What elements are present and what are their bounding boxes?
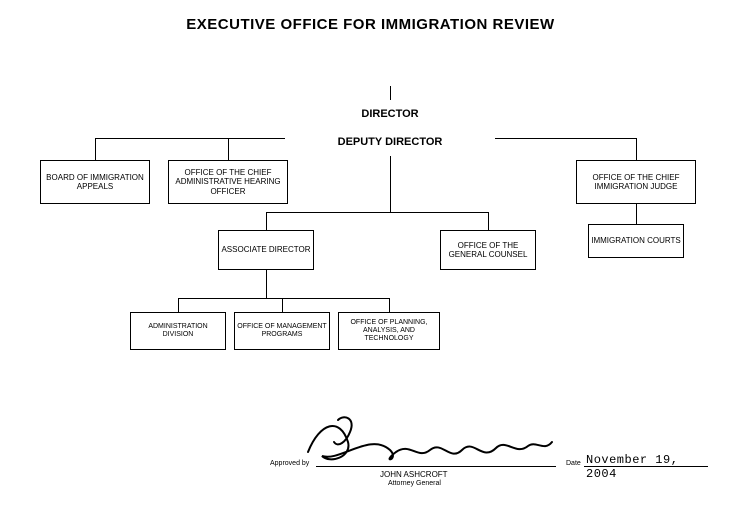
date-text: November 19, 2004 [586,453,710,481]
box-assoc-dir-label: ASSOCIATE DIRECTOR [221,245,310,254]
approved-by-label: Approved by [270,460,309,467]
date-label: Date [566,460,581,467]
connector-line [266,212,488,213]
box-opat-label: OFFICE OF PLANNING, ANALYSIS, AND TECHNO… [341,319,437,343]
connector-line [228,138,229,160]
box-admin-division: ADMINISTRATION DIVISION [130,312,226,350]
box-associate-director: ASSOCIATE DIRECTOR [218,230,314,270]
page-title: EXECUTIVE OFFICE FOR IMMIGRATION REVIEW [0,16,741,33]
box-ogc: OFFICE OF THE GENERAL COUNSEL [440,230,536,270]
box-bia-label: BOARD OF IMMIGRATION APPEALS [43,173,147,191]
connector-line [282,298,283,312]
box-ocij-label: OFFICE OF THE CHIEF IMMIGRATION JUDGE [579,173,693,191]
box-bia: BOARD OF IMMIGRATION APPEALS [40,160,150,204]
box-opat: OFFICE OF PLANNING, ANALYSIS, AND TECHNO… [338,312,440,350]
connector-line [95,138,285,139]
box-imm-courts-label: IMMIGRATION COURTS [591,236,680,245]
box-deputy-label: DEPUTY DIRECTOR [338,136,443,149]
box-ocaho: OFFICE OF THE CHIEF ADMINISTRATIVE HEARI… [168,160,288,204]
connector-line [266,212,267,230]
signature-line [316,466,556,467]
box-omp-label: OFFICE OF MANAGEMENT PROGRAMS [237,323,327,339]
connector-line [389,298,390,312]
box-ocij: OFFICE OF THE CHIEF IMMIGRATION JUDGE [576,160,696,204]
box-admin-div-label: ADMINISTRATION DIVISION [133,323,223,339]
signature-scribble [300,412,560,470]
connector-line [178,298,179,312]
box-director-label: DIRECTOR [361,108,418,121]
connector-line [95,138,96,160]
connector-line [390,86,391,100]
connector-line [178,298,389,299]
box-omp: OFFICE OF MANAGEMENT PROGRAMS [234,312,330,350]
connector-line [636,204,637,224]
connector-line [390,156,391,212]
box-deputy-director: DEPUTY DIRECTOR [285,128,495,156]
signer-title: Attorney General [388,480,441,487]
connector-line [488,212,489,230]
connector-line [266,270,267,298]
connector-line [636,138,637,160]
box-ogc-label: OFFICE OF THE GENERAL COUNSEL [443,241,533,259]
box-ocaho-label: OFFICE OF THE CHIEF ADMINISTRATIVE HEARI… [171,168,285,196]
box-immigration-courts: IMMIGRATION COURTS [588,224,684,258]
connector-line [495,138,636,139]
signer-name: JOHN ASHCROFT [380,470,448,479]
box-director: DIRECTOR [285,100,495,128]
